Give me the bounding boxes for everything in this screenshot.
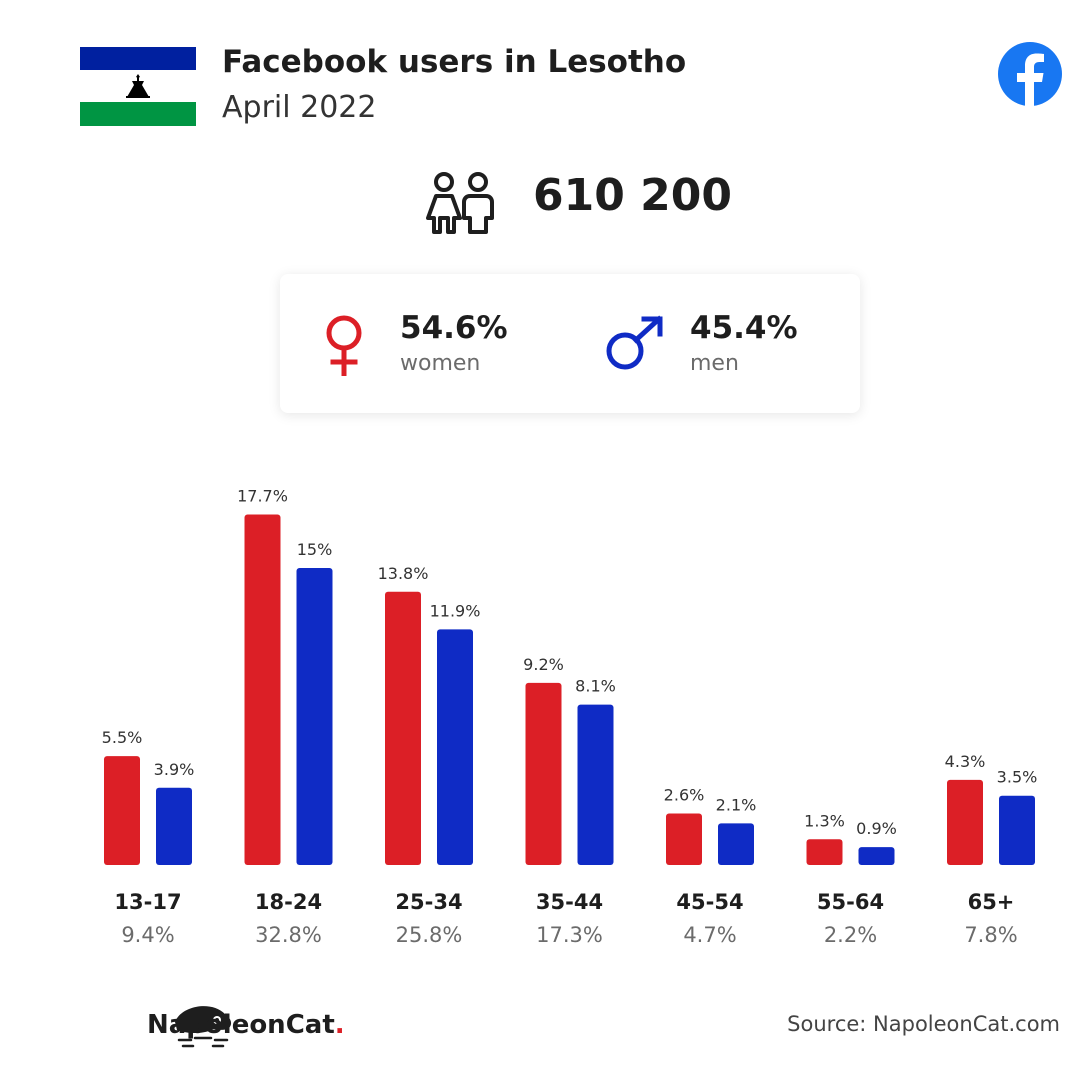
category-label-35-44: 35-44 bbox=[536, 890, 603, 914]
data-label-women-13-17: 5.5% bbox=[102, 728, 143, 747]
category-total-13-17: 9.4% bbox=[121, 923, 174, 947]
men-percentage: 45.4% bbox=[690, 310, 798, 346]
women-label: women bbox=[400, 351, 481, 376]
bar-women-45-54 bbox=[666, 813, 702, 865]
bar-men-65+ bbox=[999, 795, 1035, 865]
category-total-35-44: 17.3% bbox=[536, 923, 603, 947]
chart-title: Facebook users in Lesotho bbox=[222, 44, 687, 80]
bar-women-55-64 bbox=[806, 839, 843, 865]
men-label: men bbox=[690, 351, 739, 376]
data-label-men-18-24: 15% bbox=[297, 540, 333, 559]
bar-men-13-17 bbox=[156, 787, 192, 865]
male-symbol-icon bbox=[606, 315, 663, 370]
category-total-25-34: 25.8% bbox=[396, 923, 463, 947]
category-total-45-54: 4.7% bbox=[683, 923, 736, 947]
data-label-men-45-54: 2.1% bbox=[716, 795, 757, 814]
female-symbol-icon bbox=[326, 315, 362, 376]
napoleoncat-logo-icon bbox=[175, 1006, 232, 1048]
bar-women-13-17 bbox=[104, 756, 140, 865]
age-gender-bar-chart: 5.5% 3.9% 13-17 9.4% 17.7% 15% 18-24 32.8% 13.8%… bbox=[102, 487, 1038, 947]
category-label-45-54: 45-54 bbox=[676, 890, 743, 914]
data-label-men-13-17: 3.9% bbox=[154, 760, 195, 779]
category-label-13-17: 13-17 bbox=[114, 890, 181, 914]
bar-men-55-64 bbox=[858, 847, 895, 865]
data-label-women-25-34: 13.8% bbox=[378, 564, 429, 583]
facebook-logo-icon bbox=[998, 42, 1062, 106]
brand-name: NapoleonCat. bbox=[147, 1010, 345, 1040]
brand-dot: . bbox=[334, 1010, 345, 1040]
bar-women-65+ bbox=[947, 779, 983, 865]
data-label-women-18-24: 17.7% bbox=[237, 487, 288, 506]
bar-women-35-44 bbox=[525, 682, 562, 865]
lesotho-flag-icon bbox=[80, 47, 196, 126]
bar-women-25-34 bbox=[385, 591, 421, 865]
category-label-25-34: 25-34 bbox=[395, 890, 462, 914]
total-users-value: 610 200 bbox=[533, 170, 733, 221]
data-label-men-35-44: 8.1% bbox=[575, 677, 616, 696]
data-label-women-55-64: 1.3% bbox=[804, 811, 845, 830]
gender-split-card bbox=[280, 274, 860, 413]
data-label-men-65+: 3.5% bbox=[997, 768, 1038, 787]
category-label-65+: 65+ bbox=[968, 890, 1015, 914]
bar-men-18-24 bbox=[296, 568, 333, 865]
bar-men-45-54 bbox=[718, 823, 754, 865]
data-label-men-25-34: 11.9% bbox=[430, 601, 481, 620]
category-total-55-64: 2.2% bbox=[824, 923, 877, 947]
source-credit: Source: NapoleonCat.com bbox=[787, 1012, 1060, 1036]
users-icon bbox=[426, 172, 494, 234]
data-label-women-35-44: 9.2% bbox=[523, 655, 564, 674]
chart-subtitle: April 2022 bbox=[222, 90, 377, 125]
category-label-18-24: 18-24 bbox=[255, 890, 322, 914]
brand-name-text: NapoleonCat bbox=[147, 1010, 335, 1040]
data-label-men-55-64: 0.9% bbox=[856, 819, 897, 838]
category-label-55-64: 55-64 bbox=[817, 890, 884, 914]
category-total-65+: 7.8% bbox=[964, 923, 1017, 947]
data-label-women-45-54: 2.6% bbox=[664, 786, 705, 805]
data-label-women-65+: 4.3% bbox=[945, 752, 986, 771]
bar-men-25-34 bbox=[437, 629, 473, 865]
bar-men-35-44 bbox=[577, 704, 614, 865]
category-total-18-24: 32.8% bbox=[255, 923, 322, 947]
bar-women-18-24 bbox=[244, 514, 281, 865]
women-percentage: 54.6% bbox=[400, 310, 508, 346]
